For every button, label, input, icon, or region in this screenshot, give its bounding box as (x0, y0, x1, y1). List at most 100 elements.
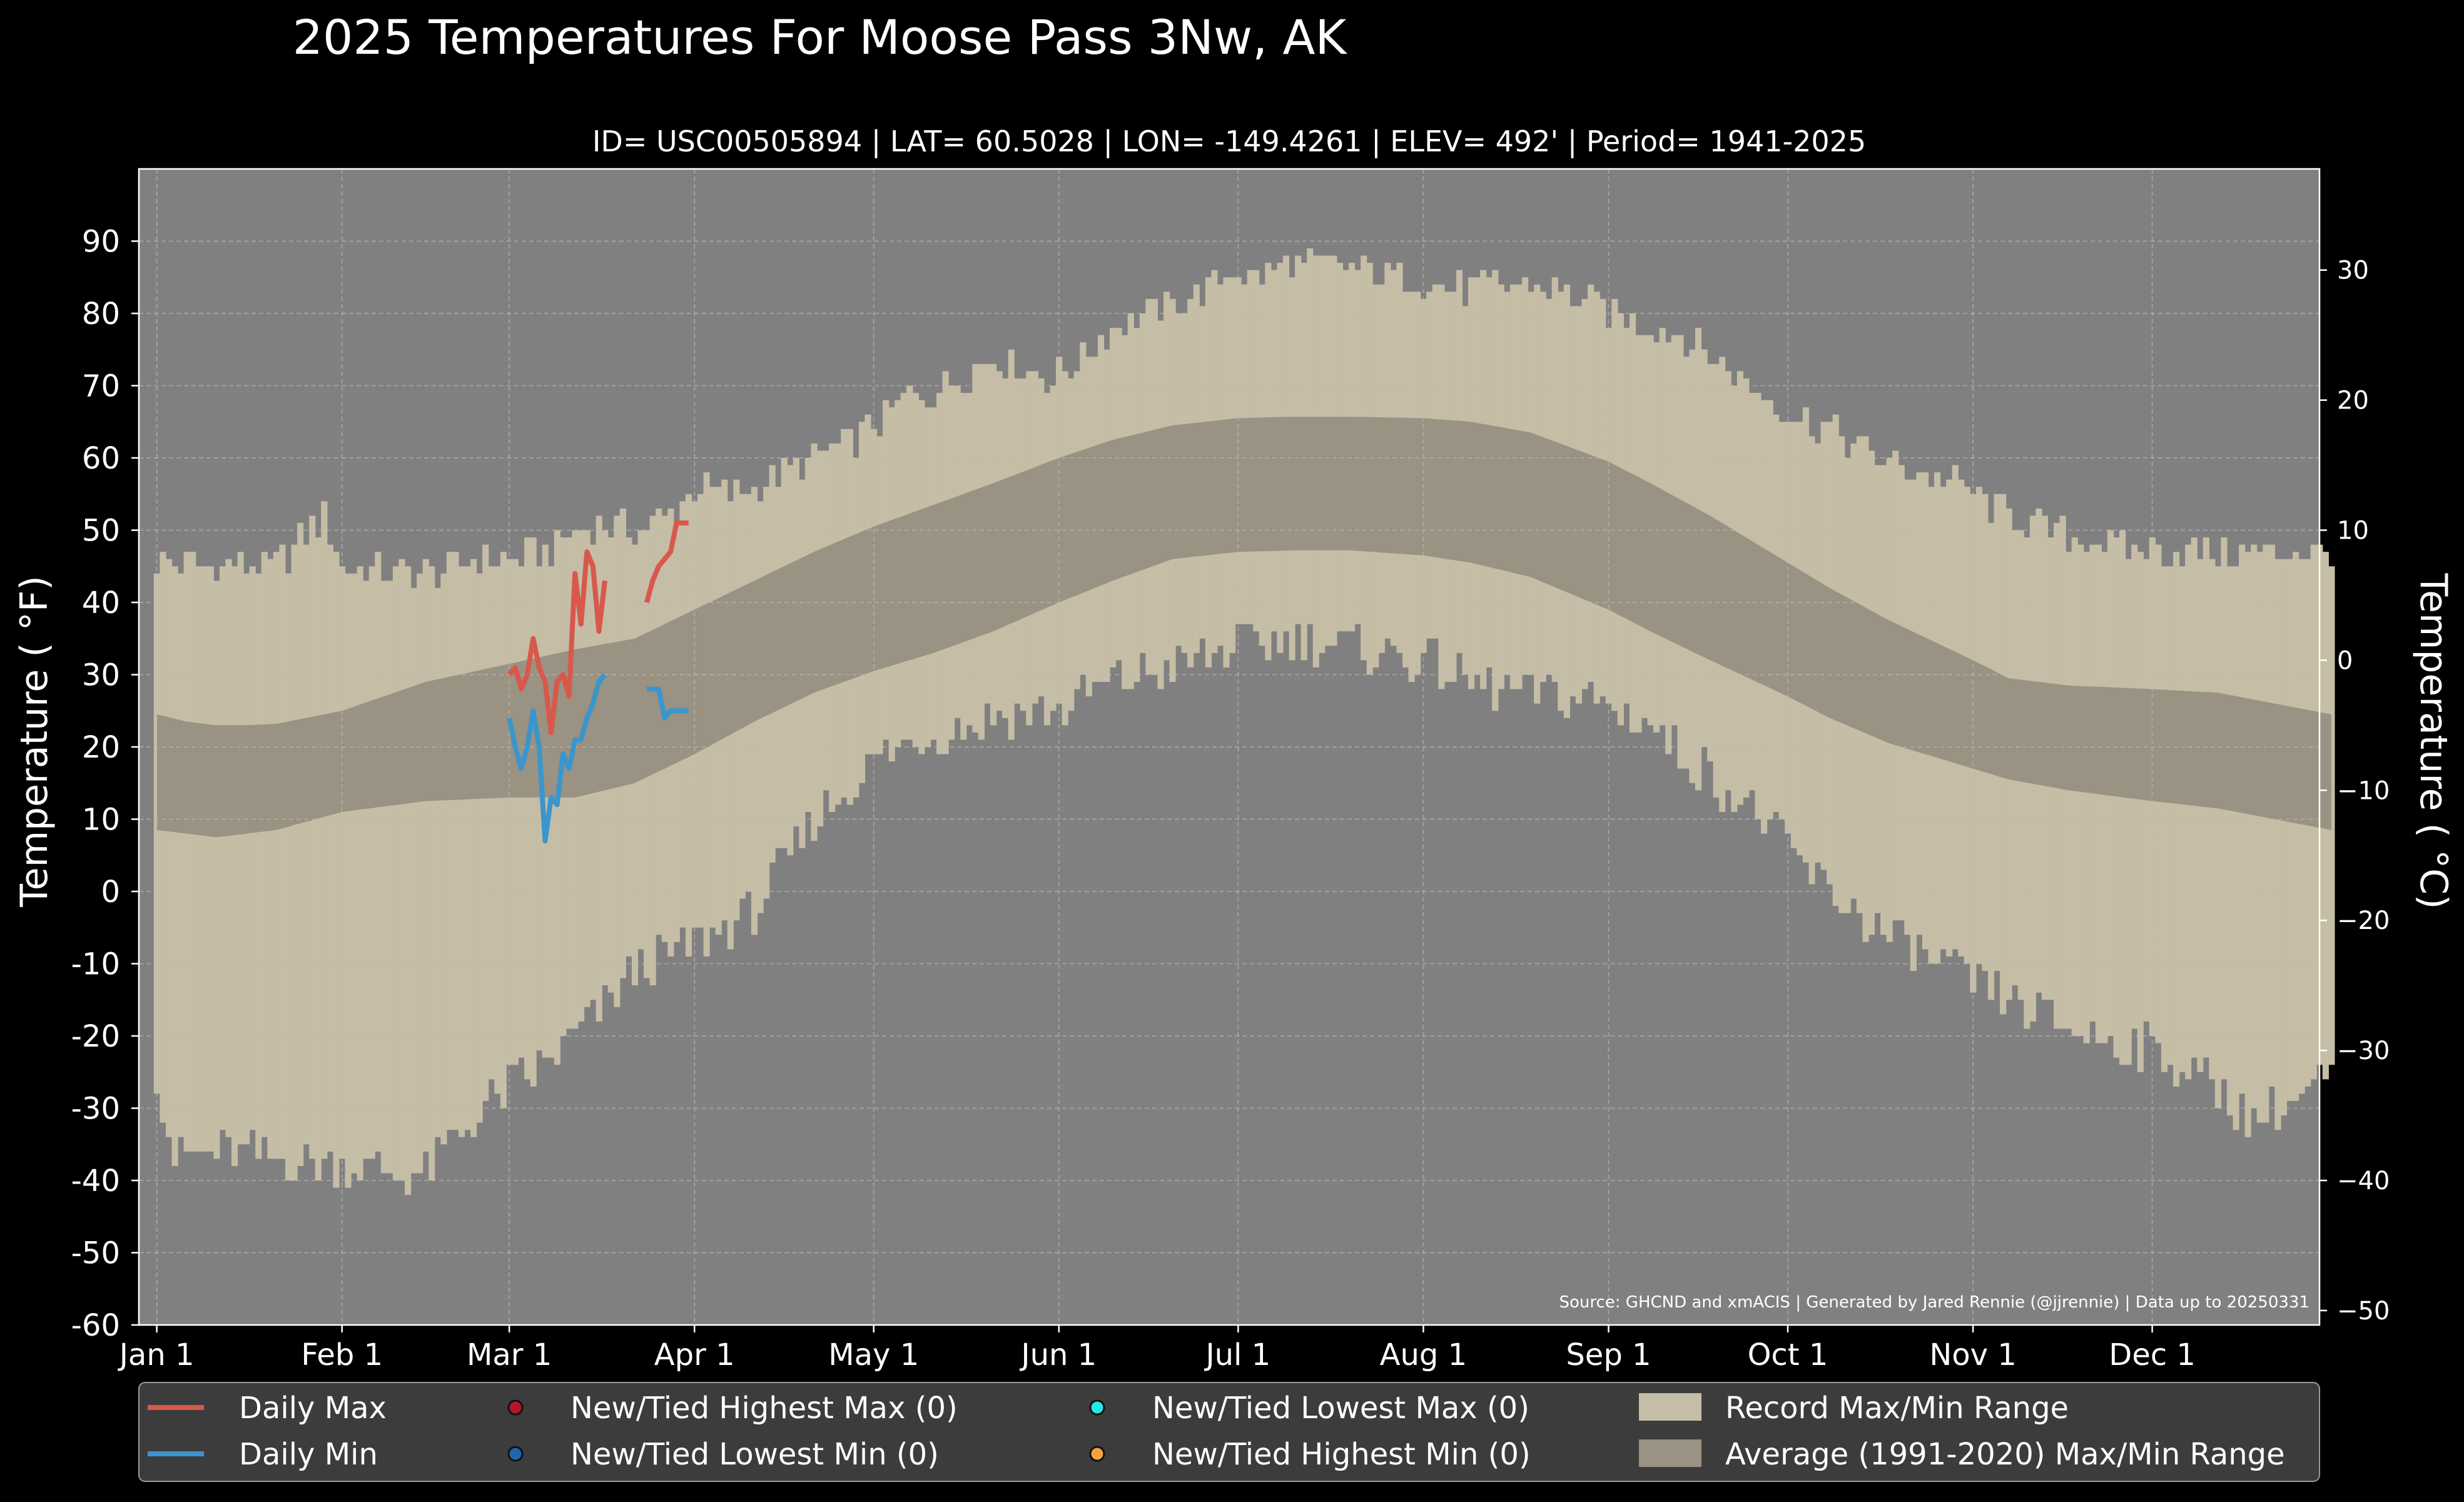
x-tick-label: May 1 (828, 1337, 919, 1373)
record-range-bar (345, 573, 352, 1188)
y-tick-label-celsius: −30 (2337, 1037, 2390, 1065)
legend-label: Daily Max (239, 1391, 387, 1426)
y-tick-label-fahrenheit: -20 (71, 1019, 120, 1054)
record-range-bar (285, 573, 292, 1180)
y-tick-label-fahrenheit: 70 (82, 369, 120, 404)
record-range-bar (2280, 559, 2288, 1116)
daily-max-line (507, 520, 689, 735)
legend-label: Daily Min (239, 1437, 378, 1472)
x-tick-label: Apr 1 (654, 1337, 735, 1373)
record-range-bar (2233, 566, 2239, 1130)
record-range-bar (2185, 544, 2192, 1080)
record-range-bar (267, 559, 274, 1159)
legend-label: New/Tied Lowest Min (0) (570, 1437, 939, 1472)
record-range-bar (333, 552, 340, 1188)
plot-area: -60 -50 -40 -30 -20 -10 0 10 20 30 40 50 60 70 80 90 −50… (71, 168, 2390, 1373)
record-range-bar (297, 522, 304, 1166)
record-range-bar (417, 573, 423, 1174)
record-range-bar (392, 566, 400, 1180)
record-range-bar (2214, 566, 2222, 1109)
record-range-bar (2119, 530, 2126, 1065)
record-range-bar (321, 501, 328, 1159)
record-range-bar (2137, 552, 2144, 1072)
y-tick-label-fahrenheit: 90 (82, 225, 120, 260)
x-tick-label: Dec 1 (2109, 1337, 2196, 1373)
legend: Daily Max Daily Min New/Tied Highest Max (… (138, 1382, 2320, 1482)
record-range-bar (190, 552, 196, 1152)
y-axis-label-fahrenheit: Temperature ( °F) (13, 576, 56, 908)
record-range-bar (452, 552, 459, 1130)
y-tick-label-celsius: −20 (2337, 906, 2390, 935)
record-range-bar (476, 573, 483, 1123)
chart-subtitle: ID= USC00505894 | LAT= 60.5028 | LON= -1… (592, 124, 1866, 159)
y-tick-label-celsius: −40 (2337, 1167, 2390, 1195)
record-range-bar (231, 566, 238, 1166)
y-tick-label-fahrenheit: 0 (101, 875, 120, 910)
x-tick-label: Sep 1 (1566, 1337, 1651, 1373)
legend-patch-swatch (1639, 1439, 1701, 1467)
legend-marker-swatch (507, 1399, 524, 1416)
y-tick-label-celsius: 20 (2337, 387, 2369, 415)
y-tick-label-fahrenheit: -40 (71, 1164, 120, 1199)
record-range-bar (530, 537, 537, 1087)
y-tick-label-celsius: −50 (2337, 1297, 2390, 1326)
record-range-bar (213, 581, 220, 1159)
record-range-bar (2286, 559, 2293, 1101)
record-range-bar (2298, 559, 2305, 1094)
record-range-bar (2083, 552, 2090, 1043)
record-range-bar (536, 566, 543, 1051)
record-range-bar (428, 566, 435, 1180)
x-tick-label: Feb 1 (301, 1337, 383, 1373)
record-range-bar (363, 581, 370, 1159)
record-range-bar (542, 544, 549, 1058)
record-range-bar (488, 566, 495, 1080)
record-range-bar (387, 581, 393, 1174)
record-range-bar (279, 544, 286, 1159)
record-range-bar (422, 559, 429, 1152)
record-range-bar (178, 573, 185, 1137)
y-tick-label-celsius: 0 (2337, 646, 2353, 675)
y-tick-label-fahrenheit: 40 (82, 586, 120, 621)
record-range-bar (351, 573, 358, 1174)
y-tick-label-fahrenheit: -30 (71, 1092, 120, 1127)
record-range-bar (2161, 566, 2168, 1072)
record-range-bar (357, 566, 363, 1180)
daily-min-line (507, 672, 689, 844)
record-range-bar (446, 552, 454, 1130)
y-tick-label-celsius: 10 (2337, 517, 2369, 545)
record-range-bar (183, 552, 190, 1152)
record-range-bar (201, 566, 208, 1152)
y-tick-label-fahrenheit: 30 (82, 658, 120, 693)
legend-label: Record Max/Min Range (1725, 1391, 2069, 1426)
legend-box (138, 1382, 2320, 1482)
y-tick-label-fahrenheit: 20 (82, 730, 120, 765)
y-tick-label-fahrenheit: -60 (71, 1308, 120, 1343)
record-range-bar (434, 587, 441, 1137)
record-range-bar (518, 566, 525, 1058)
record-range-bar (494, 566, 501, 1094)
legend-marker-swatch (1089, 1399, 1105, 1416)
record-range-bar (375, 552, 382, 1152)
x-tick-label: Jan 1 (118, 1337, 195, 1373)
average-range-band (156, 417, 2332, 838)
y-tick-label-fahrenheit: -50 (71, 1236, 120, 1271)
legend-label: New/Tied Highest Min (0) (1152, 1437, 1531, 1472)
y-axis-label-celsius: Temperature ( °C) (2411, 573, 2455, 910)
record-range-bar (405, 566, 412, 1195)
legend-marker-swatch (1089, 1446, 1105, 1462)
record-range-bar (368, 566, 375, 1159)
y-tick-label-fahrenheit: 60 (82, 441, 120, 476)
record-range-bar (506, 559, 513, 1065)
source-note: Source: GHCND and xmACIS | Generated by … (1559, 1293, 2309, 1312)
record-range-bar (243, 573, 250, 1145)
record-range-bar (2125, 559, 2132, 1065)
record-range-bar (303, 544, 310, 1145)
record-range-bar (219, 566, 226, 1130)
x-tick-label: Mar 1 (467, 1337, 552, 1373)
record-range-bar (225, 559, 232, 1137)
record-range-bar (2167, 566, 2174, 1065)
x-tick-label: Jun 1 (1019, 1337, 1097, 1373)
record-range-bar (464, 566, 471, 1130)
record-range-bar (2197, 559, 2204, 1072)
